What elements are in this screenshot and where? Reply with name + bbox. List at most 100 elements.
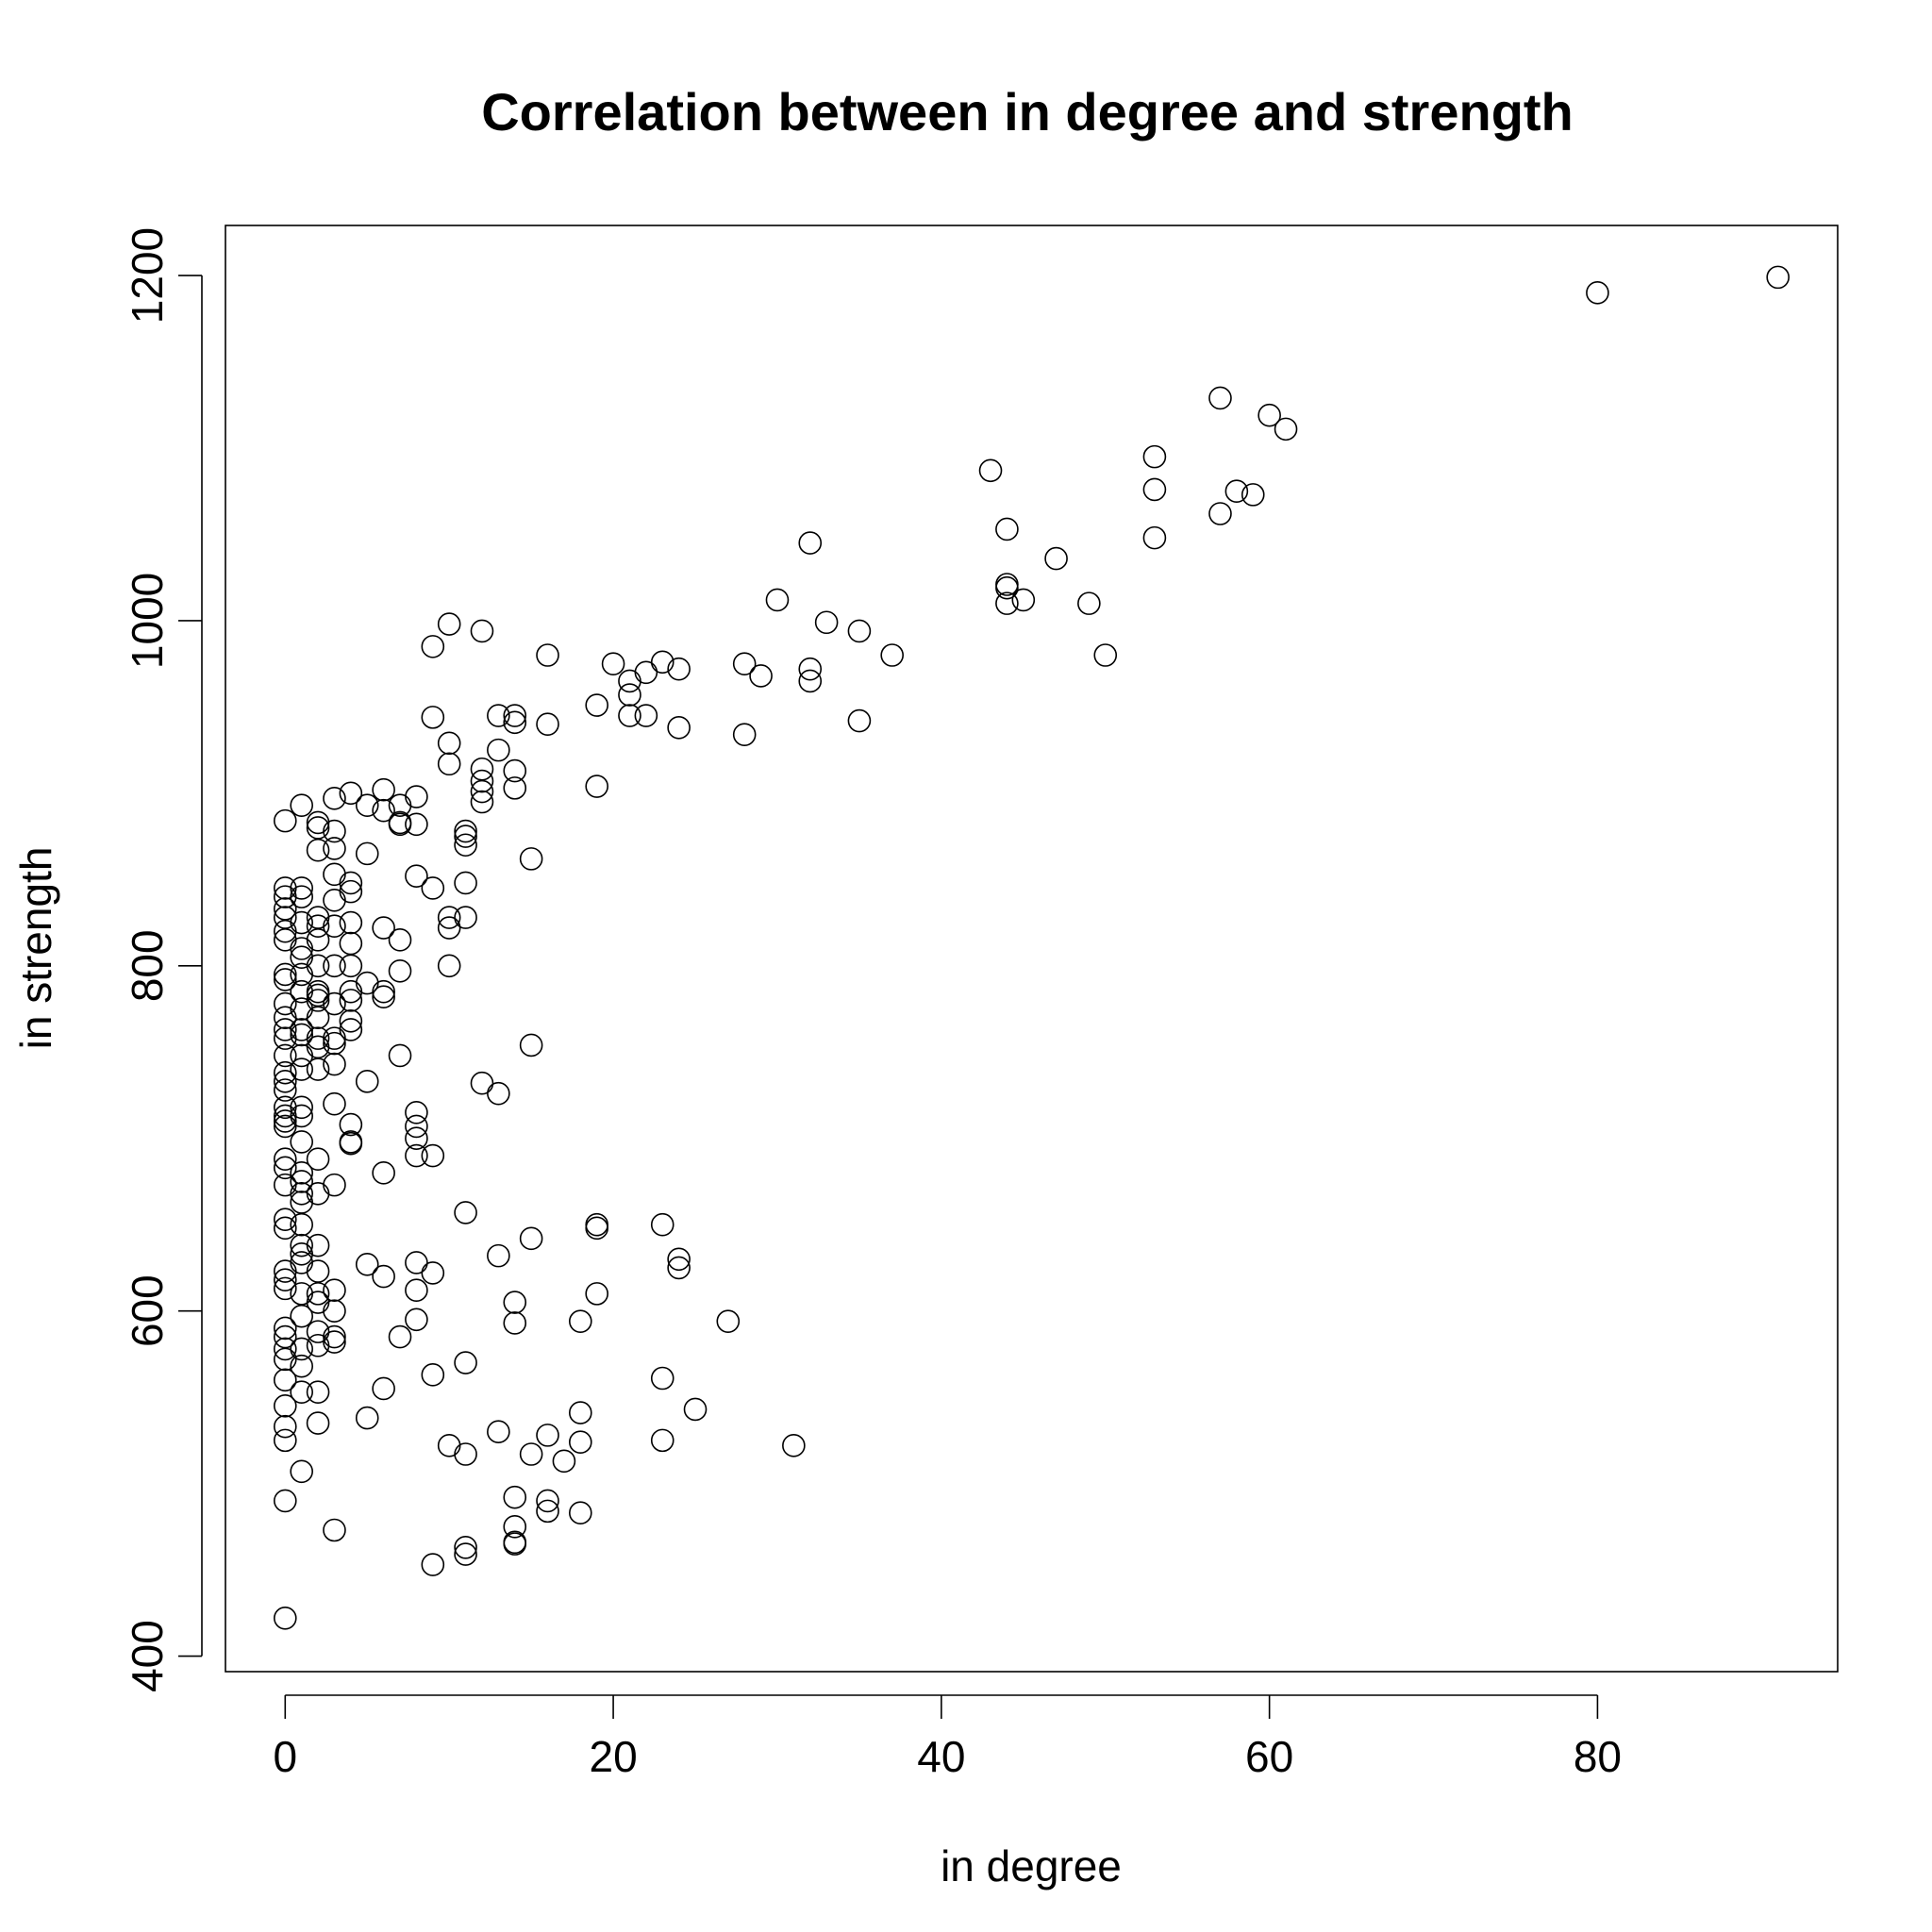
data-point [273,1156,297,1180]
data-point [650,1212,675,1237]
data-point [290,979,313,1004]
data-point [437,954,461,978]
data-point [1586,281,1609,305]
data-point [388,1324,412,1349]
data-point [487,738,510,762]
data-point [273,1208,297,1232]
y-tick-label: 1000 [123,573,172,669]
data-point [995,517,1019,541]
data-point [306,954,330,978]
data-point [273,1268,297,1292]
data-point [978,458,1003,483]
data-point [339,871,363,895]
data-point [323,1299,346,1323]
data-point [273,1078,297,1102]
data-point [1274,417,1298,441]
data-point [503,1291,527,1314]
data-point [1142,444,1167,469]
data-point [323,1278,346,1303]
data-point [306,1320,330,1343]
data-point [585,1216,608,1241]
data-point [634,660,658,685]
data-point [306,1380,330,1404]
data-point [355,1252,379,1276]
data-point [519,1033,543,1058]
plot-frame [225,225,1839,1673]
data-point [421,1261,445,1285]
data-point [732,723,757,746]
data-point [273,1060,297,1085]
data-point [339,1112,363,1137]
data-point [306,1233,330,1257]
data-point [339,931,363,956]
y-tick-label: 600 [123,1274,172,1347]
data-point [290,1380,313,1404]
data-point [421,635,445,658]
data-point [388,958,412,983]
data-point [372,1161,395,1185]
data-point [667,657,691,681]
x-tick-label: 20 [589,1732,637,1781]
data-point [798,531,823,555]
data-point [1142,477,1167,502]
data-point [454,819,477,843]
data-point [1077,591,1101,615]
data-point [388,1043,412,1068]
data-point [290,1459,313,1484]
data-point [273,1337,297,1361]
data-point [323,1173,346,1197]
data-point [765,588,790,612]
data-point [323,1518,346,1542]
data-point [732,652,757,675]
data-point [273,1070,297,1093]
data-point [339,1009,363,1033]
data-point [405,812,428,837]
data-point [519,1226,543,1251]
data-point [339,781,363,806]
data-point [273,1114,297,1139]
data-point [290,876,313,900]
data-point [323,954,346,978]
data-point [683,1397,708,1422]
y-tick-label: 800 [123,929,172,1002]
data-point [339,1130,363,1154]
data-point [290,793,313,817]
data-point [323,914,346,939]
data-point [405,1126,428,1151]
data-point [585,1282,608,1306]
data-point [519,847,543,871]
data-point [470,769,494,793]
data-point [306,1147,330,1171]
data-point [405,1278,428,1303]
data-point [470,1071,494,1095]
data-point [1241,483,1265,507]
data-point [306,989,330,1012]
data-point [323,1091,346,1116]
data-point [306,1259,330,1283]
data-point [306,1181,330,1206]
data-point [323,1052,346,1076]
data-point [995,591,1019,615]
data-point [437,1434,461,1457]
data-point [323,862,346,887]
data-point [1011,588,1036,612]
data-point [667,1256,691,1280]
data-point [716,1309,741,1333]
data-point [306,1411,330,1435]
data-points [273,265,1790,1630]
data-point [388,928,412,952]
data-point [454,1442,477,1466]
data-point [323,1031,346,1056]
data-point [601,652,625,675]
data-point [1257,403,1281,427]
data-point [437,906,461,929]
data-point [437,752,461,776]
x-tick-label: 40 [917,1732,965,1781]
data-point [405,1100,428,1124]
data-point [290,1170,313,1193]
data-point [503,1311,527,1335]
data-point [1142,525,1167,550]
data-point [372,1264,395,1289]
data-point [995,575,1019,600]
